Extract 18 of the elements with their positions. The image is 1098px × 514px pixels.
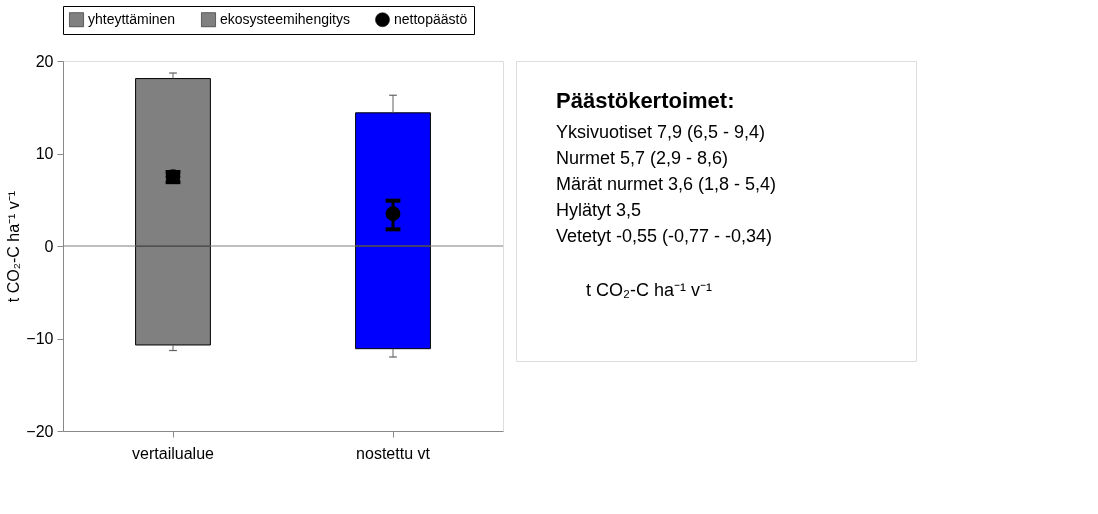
text: Yksivuotiset 7,9 (6,5 - 9,4) (556, 122, 766, 142)
y-tick-label: 0 (44, 237, 54, 255)
y-axis-title: t CO₂-C ha⁻¹ v⁻¹ (5, 190, 23, 303)
text: Nurmet 5,7 (2,9 - 8,6) (556, 148, 729, 168)
x-tick-label: vertailualue (132, 444, 215, 462)
text: Vetetyt -0,55 (-0,77 - -0,34) (556, 226, 773, 246)
y-tick-label: −10 (26, 330, 54, 347)
y-tick-label: 20 (35, 52, 54, 70)
text: Hylätyt 3,5 (556, 200, 642, 220)
text: Päästökertoimet: (556, 88, 735, 113)
y-tick-label: 10 (35, 145, 54, 162)
x-tick-label: nostettu vt (356, 444, 431, 462)
text: Märät nurmet 3,6 (1,8 - 5,4) (556, 174, 777, 194)
legend-label: ekosysteemihengitys (220, 10, 350, 27)
y-tick-label: −20 (26, 422, 54, 440)
legend-label: nettopäästö (394, 10, 468, 27)
text: t CO₂-C ha⁻¹ v⁻¹ (586, 280, 712, 300)
legend-label: yhteyttäminen (88, 10, 176, 27)
